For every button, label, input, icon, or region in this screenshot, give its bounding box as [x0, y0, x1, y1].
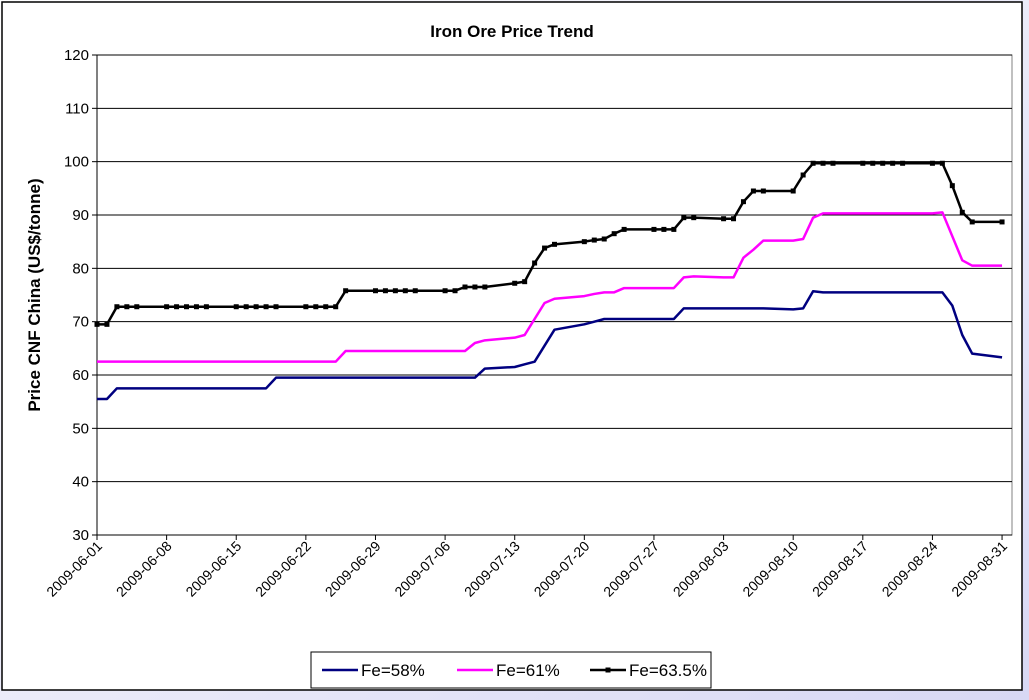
y-tick-label: 120 — [64, 47, 89, 64]
series-marker — [820, 160, 826, 166]
series-marker — [830, 160, 836, 166]
series-marker — [333, 304, 339, 310]
series-marker — [273, 304, 279, 310]
plot-area — [96, 54, 1013, 536]
series-marker — [900, 160, 906, 166]
series-marker — [929, 160, 935, 166]
legend-box — [310, 651, 712, 689]
series-marker — [870, 160, 876, 166]
series-marker — [313, 304, 319, 310]
y-tick-label: 30 — [72, 527, 89, 544]
series-marker — [462, 284, 468, 290]
series-marker — [512, 280, 518, 286]
series-marker — [601, 236, 607, 242]
series-marker — [959, 209, 965, 215]
series-marker — [731, 216, 737, 222]
series-marker — [343, 288, 349, 294]
series-marker — [243, 304, 249, 310]
series-marker — [303, 304, 309, 310]
series-marker — [134, 304, 140, 310]
legend-marker — [605, 667, 611, 673]
series-marker — [800, 172, 806, 178]
y-tick-label: 80 — [72, 260, 89, 277]
series-marker — [184, 304, 190, 310]
series-marker — [691, 215, 697, 221]
series-marker — [880, 160, 886, 166]
series-marker — [890, 160, 896, 166]
series-marker — [552, 241, 557, 247]
series-marker — [949, 183, 955, 189]
y-tick-label: 110 — [65, 100, 89, 117]
series-marker — [263, 304, 269, 310]
series-marker — [94, 321, 100, 327]
series-marker — [124, 304, 130, 310]
series-marker — [760, 188, 766, 194]
series-marker — [174, 304, 180, 310]
series-marker — [671, 226, 677, 232]
series-marker — [323, 304, 329, 310]
series-marker — [522, 279, 528, 285]
series-marker — [253, 304, 259, 310]
legend-label: Fe=58% — [361, 661, 425, 680]
y-tick-label: 70 — [72, 314, 89, 331]
series-marker — [392, 288, 398, 294]
series-marker — [372, 288, 378, 294]
series-marker — [810, 160, 816, 166]
series-marker — [860, 160, 866, 166]
y-tick-label: 60 — [72, 367, 89, 384]
y-axis-label: Price CNF China (US$/tonne) — [25, 178, 44, 411]
series-marker — [442, 288, 448, 294]
series-marker — [681, 215, 687, 221]
series-marker — [939, 160, 945, 166]
series-marker — [740, 199, 746, 205]
series-line — [97, 290, 1003, 401]
series-marker — [661, 226, 667, 232]
series-marker — [750, 188, 756, 194]
series-marker — [721, 216, 727, 222]
series-marker — [164, 304, 170, 310]
y-tick-label: 40 — [72, 474, 89, 491]
chart-title: Iron Ore Price Trend — [430, 22, 593, 41]
series-marker — [233, 304, 239, 310]
series-marker — [482, 284, 488, 290]
series-marker — [193, 304, 199, 310]
series-marker — [611, 231, 617, 237]
y-tick-label: 50 — [72, 420, 89, 437]
legend-label: Fe=61% — [496, 661, 560, 680]
legend-label: Fe=63.5% — [629, 661, 707, 680]
series-marker — [382, 288, 388, 294]
series-marker — [790, 188, 796, 194]
y-tick-label: 100 — [64, 154, 89, 171]
y-tick-label: 90 — [72, 207, 89, 224]
series-marker — [581, 239, 587, 245]
series-marker — [532, 260, 538, 266]
series-marker — [402, 288, 408, 294]
series-marker — [591, 237, 597, 243]
series-marker — [452, 288, 458, 294]
series-marker — [542, 245, 548, 251]
series-marker — [203, 304, 209, 310]
series-marker — [104, 321, 110, 327]
series-marker — [651, 226, 657, 232]
series-marker — [969, 219, 975, 225]
series-marker — [621, 226, 627, 232]
series-marker — [999, 219, 1005, 225]
series-marker — [412, 288, 418, 294]
series-marker — [114, 304, 120, 310]
series-line — [97, 211, 1003, 363]
series-marker — [472, 284, 478, 290]
